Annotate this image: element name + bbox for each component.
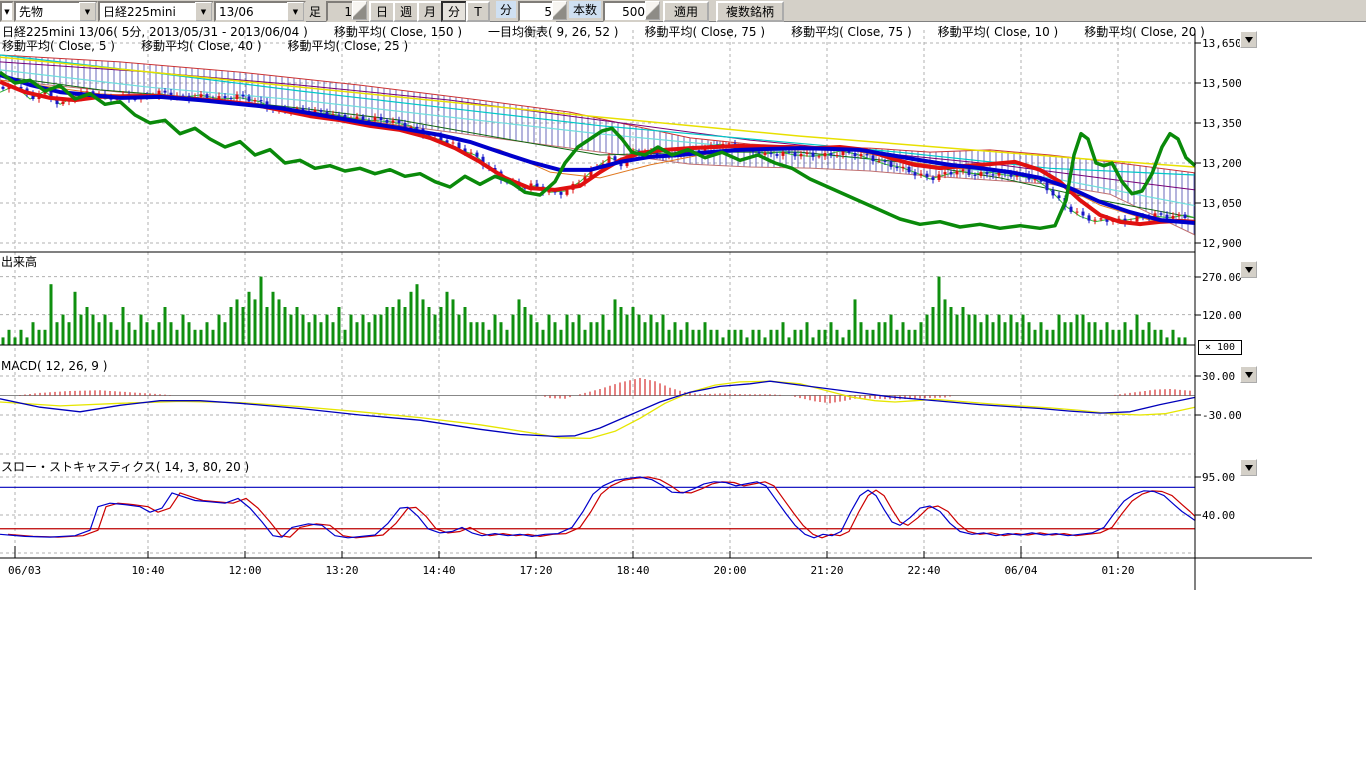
chart-canvas — [0, 0, 1366, 768]
time-axis-label: 13:20 — [312, 564, 372, 577]
legend-ma25: 移動平均( Close, 25 ) — [288, 37, 409, 54]
time-axis-label: 06/04 — [991, 564, 1051, 577]
time-axis-label: 10:40 — [118, 564, 178, 577]
time-axis-label: 18:40 — [603, 564, 663, 577]
triangle-down-icon — [1245, 372, 1253, 378]
time-axis-label: 20:00 — [700, 564, 760, 577]
macd-pane-collapse-button[interactable] — [1240, 366, 1257, 383]
volume-pane-label: 出来高 — [1, 253, 37, 270]
price-axis-label: 13,050 — [1202, 197, 1258, 210]
time-axis-label: 01:20 — [1088, 564, 1148, 577]
legend-ichimoku: 一目均衡表( 9, 26, 52 ) — [488, 23, 618, 40]
time-axis-label: 12:00 — [215, 564, 275, 577]
triangle-down-icon — [1245, 465, 1253, 471]
time-axis-label: 22:40 — [894, 564, 954, 577]
macd-pane-label: MACD( 12, 26, 9 ) — [1, 359, 107, 373]
volume-pane-collapse-button[interactable] — [1240, 261, 1257, 278]
time-axis-label: 14:40 — [409, 564, 469, 577]
triangle-down-icon — [1245, 267, 1253, 273]
legend-ma75b: 移動平均( Close, 75 ) — [791, 23, 912, 40]
triangle-down-icon — [1245, 37, 1253, 43]
stoch-axis-label: 40.00 — [1202, 509, 1258, 522]
legend-ma20: 移動平均( Close, 20 ) — [1084, 23, 1205, 40]
legend-row-2: 移動平均( Close, 5 ) 移動平均( Close, 40 ) 移動平均(… — [2, 37, 408, 54]
price-axis-label: 13,350 — [1202, 117, 1258, 130]
stoch-pane-label: スロー・ストキャスティクス( 14, 3, 80, 20 ) — [1, 458, 249, 475]
legend-ma40: 移動平均( Close, 40 ) — [141, 37, 262, 54]
price-axis-label: 13,500 — [1202, 77, 1258, 90]
legend-ma5: 移動平均( Close, 5 ) — [2, 37, 115, 54]
macd-axis-label: -30.00 — [1202, 409, 1258, 422]
time-axis-label: 21:20 — [797, 564, 857, 577]
volume-scale-note: × 100 — [1198, 340, 1242, 355]
main-pane-collapse-button[interactable] — [1240, 31, 1257, 48]
price-axis-label: 12,900 — [1202, 237, 1258, 250]
price-axis-label: 13,200 — [1202, 157, 1258, 170]
time-axis-label: 06/03 — [8, 564, 68, 577]
volume-axis-label: 120.00 — [1202, 309, 1258, 322]
time-axis-label: 17:20 — [506, 564, 566, 577]
stoch-pane-collapse-button[interactable] — [1240, 459, 1257, 476]
legend-ma10: 移動平均( Close, 10 ) — [938, 23, 1059, 40]
legend-ma75a: 移動平均( Close, 75 ) — [644, 23, 765, 40]
